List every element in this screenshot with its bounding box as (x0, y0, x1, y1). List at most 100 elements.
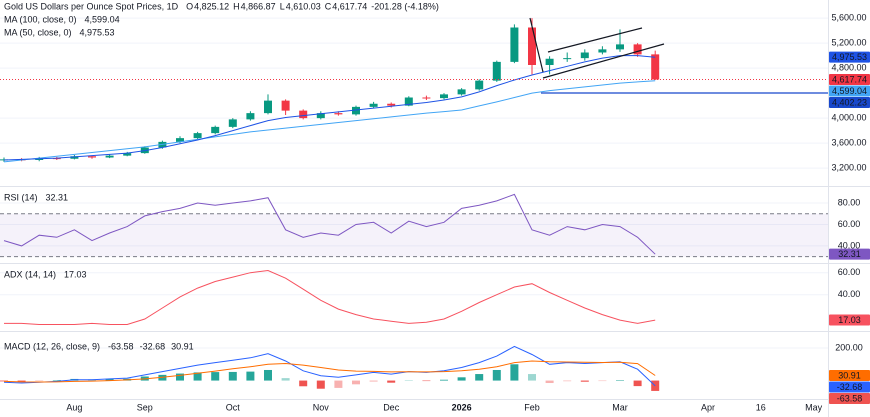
series-line (3, 80, 656, 163)
histogram-bar (457, 377, 466, 381)
y-tick-label: 5,200.00 (831, 38, 866, 48)
histogram-bar (369, 380, 378, 382)
trend-lines (529, 17, 665, 79)
histogram-bar (545, 380, 554, 384)
histogram-bar (316, 380, 325, 389)
price-tag (829, 74, 870, 86)
candle-body (369, 103, 378, 107)
ohlc-key: C (325, 1, 332, 11)
histogram-bar (176, 373, 184, 381)
histogram-bar (563, 380, 572, 382)
y-tick-label: 60.00 (838, 267, 861, 277)
x-tick-label: Aug (66, 402, 82, 412)
histogram-bar (633, 380, 642, 387)
price-tag (829, 381, 870, 393)
candle-body (563, 58, 572, 60)
x-tick-label: Nov (313, 402, 330, 412)
histogram-bar (264, 369, 272, 381)
x-tick-label: Dec (383, 402, 400, 412)
candle-body (352, 106, 360, 115)
histogram-bar (580, 380, 589, 382)
y-tick-label: 5,600.00 (831, 13, 866, 23)
legend-value: -63.58 (108, 341, 134, 351)
x-tick-label: Feb (524, 402, 540, 412)
histogram-bar (475, 374, 484, 381)
trend-line (547, 27, 643, 53)
histogram-bar (616, 380, 624, 381)
ohlc-key: L (280, 1, 285, 11)
histogram-bar (528, 374, 536, 381)
y-tick-label: 4,800.00 (831, 63, 866, 73)
x-tick-label: Apr (701, 402, 715, 412)
histogram-bar (281, 378, 290, 381)
candle-body (387, 103, 396, 106)
change-label: -201.28 (-4.18%) (371, 1, 439, 11)
candle-body (52, 158, 61, 160)
price-tag-label: 4,617.74 (832, 74, 867, 84)
x-tick-label: Mar (612, 402, 628, 412)
price-tag-label: -32.68 (837, 382, 863, 392)
histogram-bar (334, 380, 343, 388)
price-tag (829, 393, 870, 405)
rsi-band (0, 213, 828, 257)
candle-body (440, 94, 448, 99)
candle-body (176, 138, 184, 142)
candle-body (475, 80, 484, 90)
price-tag-label: 17.03 (838, 315, 861, 325)
labels: 5,600.00 5,200.00 4,800.00 4,000.00 3,600.00… (4, 1, 870, 412)
candle-body (281, 100, 290, 111)
x-tick-label: 16 (756, 402, 766, 412)
candle-body (264, 100, 272, 114)
price-tag (829, 97, 870, 109)
legend-entry: MA (100, close, 0) (4, 14, 77, 24)
histogram-bar (228, 371, 237, 381)
candle-body (633, 44, 642, 55)
candle-body (70, 156, 79, 159)
candle-body (316, 113, 325, 119)
candle-body (299, 110, 308, 119)
legend-value: -32.68 (140, 341, 166, 351)
y-tick-label: 3,200.00 (831, 163, 866, 173)
histogram-bar (211, 372, 220, 381)
candle-body (404, 97, 413, 106)
price-tag (829, 314, 870, 326)
price-tag-label: 32.31 (838, 249, 861, 259)
candle-body (545, 58, 554, 65)
y-tick-label: 3,600.00 (831, 138, 866, 148)
price-tag-label: 4,975.53 (832, 52, 867, 62)
candle-body (211, 126, 220, 134)
candle-body (123, 153, 132, 156)
price-tag (829, 51, 870, 63)
x-tick-label: May (805, 402, 823, 412)
pane-title: RSI (14) (4, 192, 38, 202)
price-tag (829, 85, 870, 97)
candle-body (651, 54, 660, 80)
histogram-bar (510, 364, 519, 381)
x-tick-label: Sep (137, 402, 153, 412)
candle-body (598, 49, 607, 53)
ohlc-key: H (233, 1, 240, 11)
candle-body (492, 61, 501, 81)
histogram-bar (105, 378, 114, 381)
histogram-bar (598, 380, 607, 382)
y-tick-label: 40.00 (838, 240, 861, 250)
legend-value: 30.91 (171, 341, 194, 351)
candle-body (246, 113, 255, 120)
histogram-bar (17, 380, 26, 382)
candle-body (105, 155, 114, 158)
legend-value: 17.03 (64, 269, 87, 279)
y-tick-label: 200.00 (835, 342, 863, 352)
price-tag (829, 248, 870, 260)
y-tick-label: 60.00 (838, 219, 861, 229)
ohlc-key: O (186, 1, 193, 11)
series-line (4, 269, 656, 325)
pane-title: ADX (14, 14) (4, 269, 56, 279)
candle-body (422, 97, 431, 99)
ohlc-value: 4,825.12 (194, 1, 229, 11)
legend-entry: MA (50, close, 0) (4, 27, 72, 37)
candle-body (457, 89, 466, 95)
x-tick-label: Oct (226, 402, 241, 412)
series-line (3, 193, 656, 255)
candle-body (616, 44, 624, 50)
